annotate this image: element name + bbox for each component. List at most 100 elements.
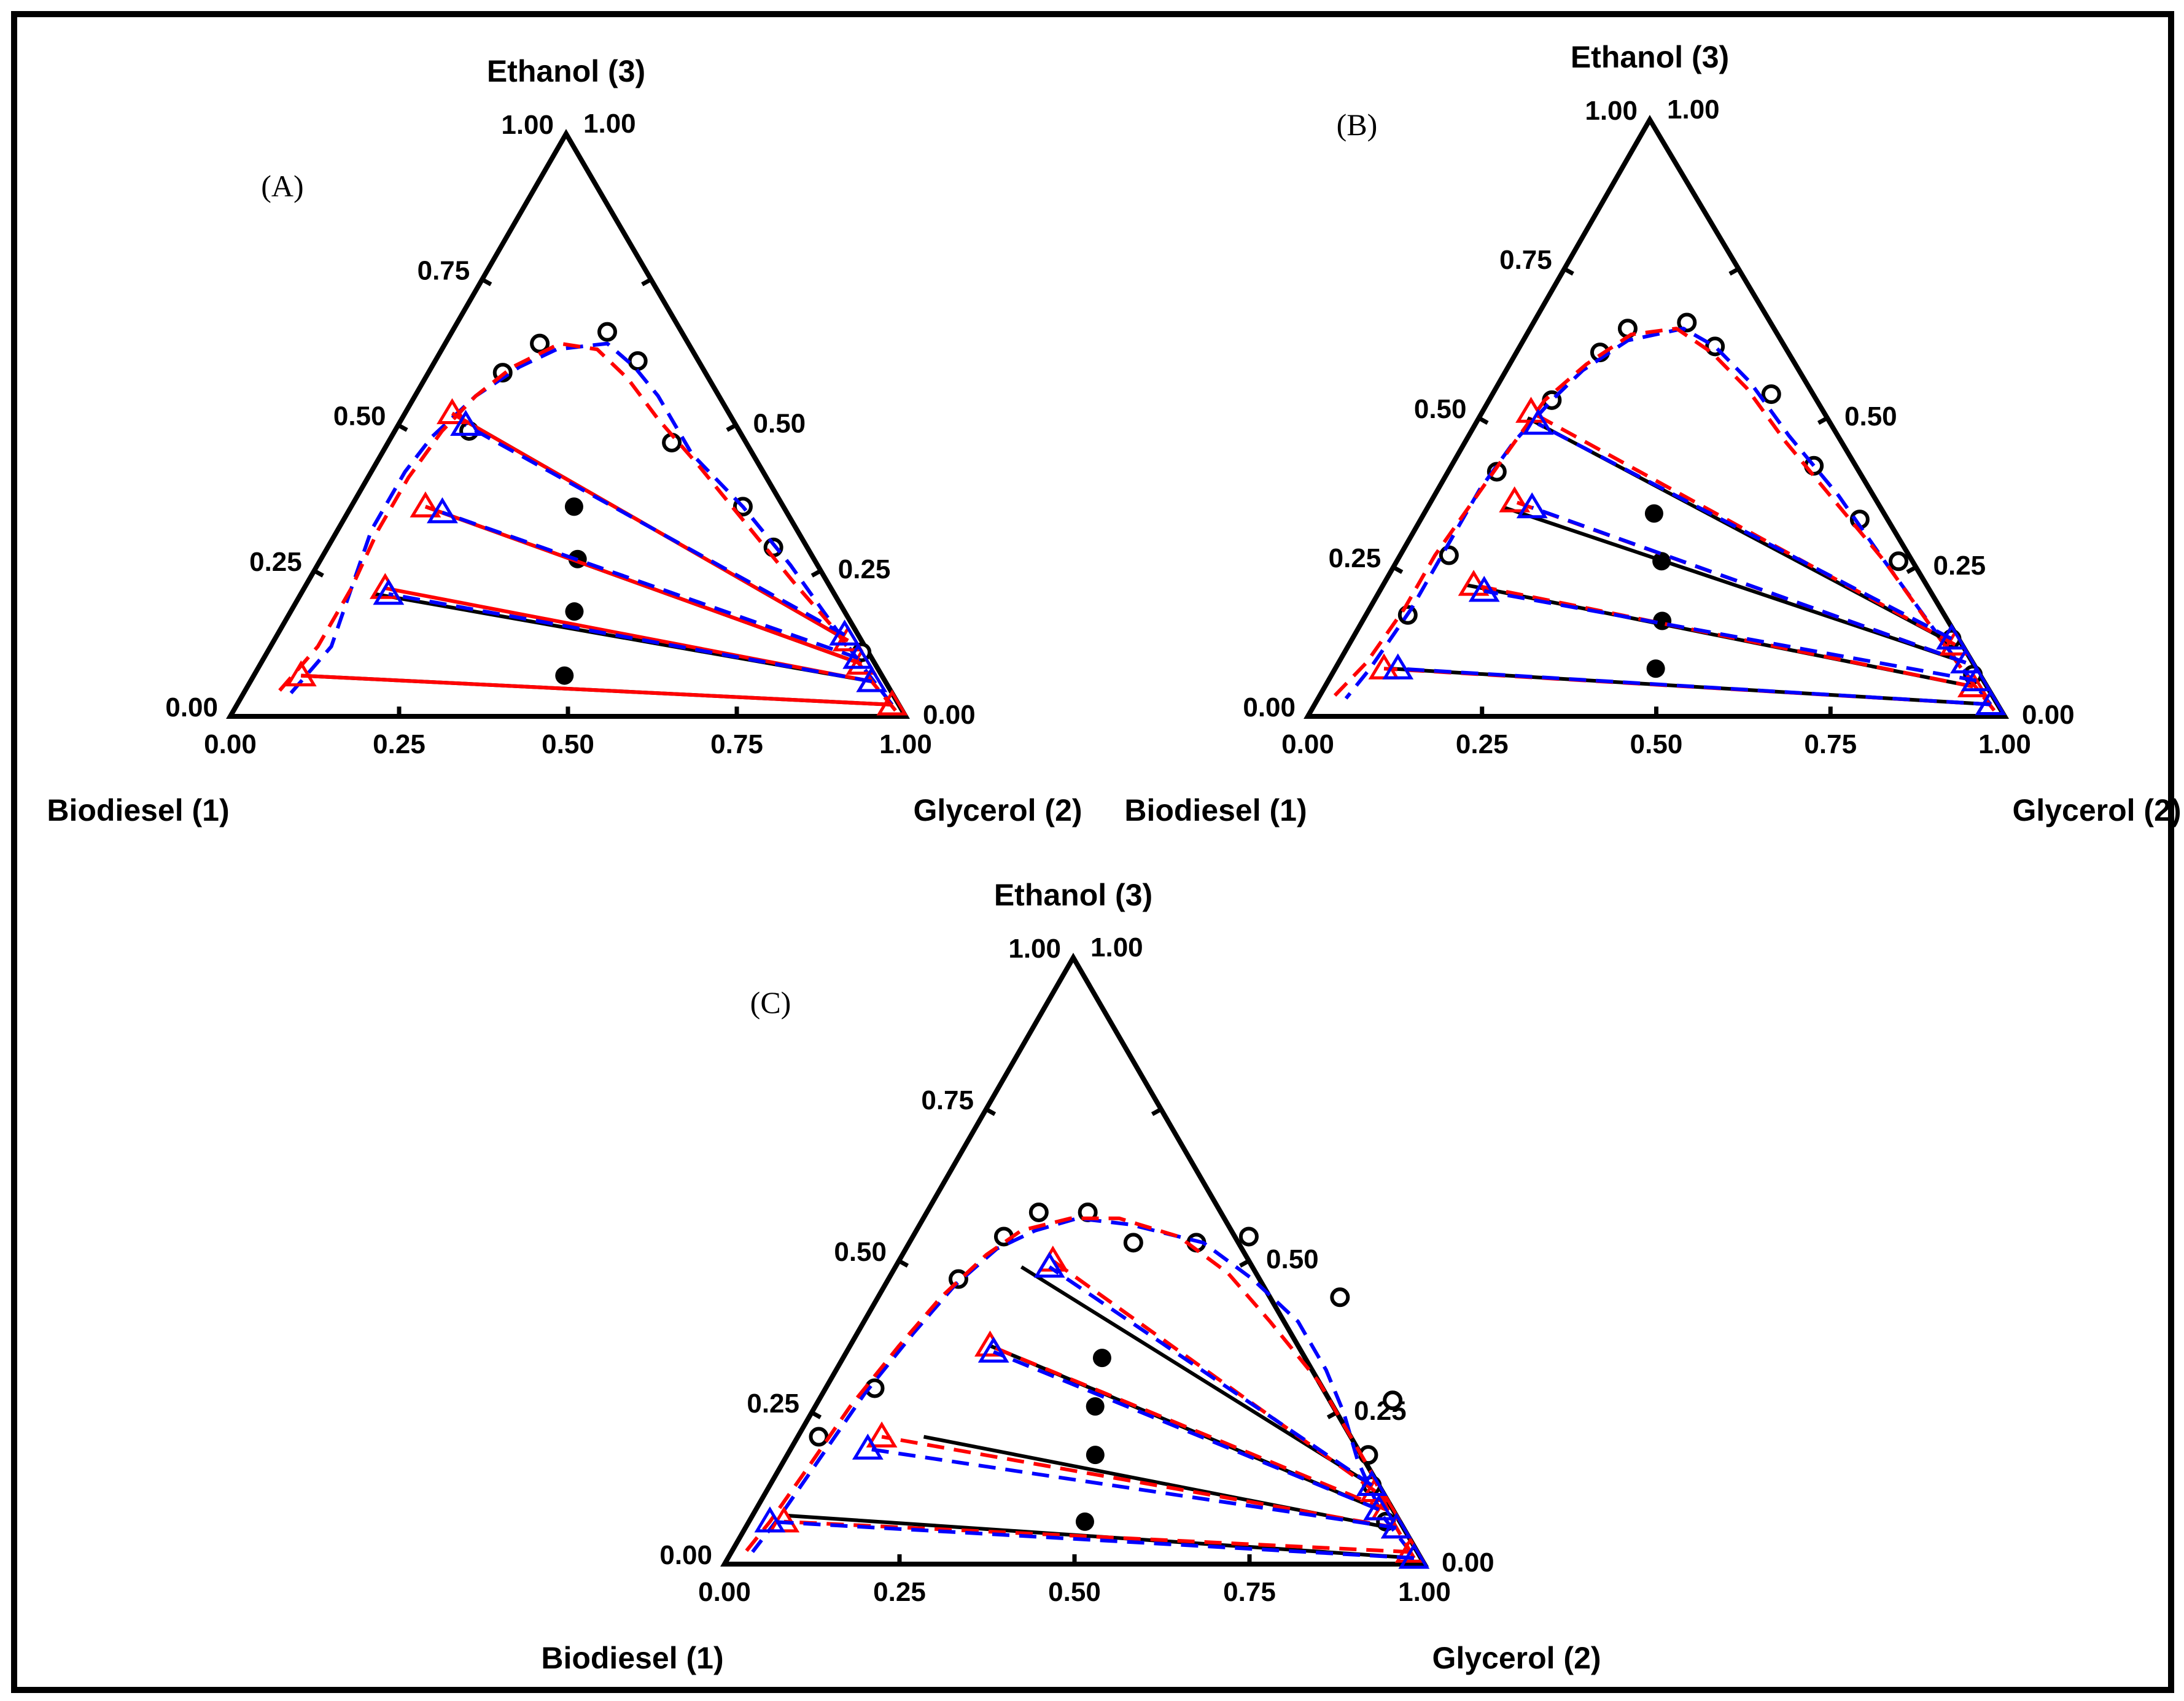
tie-line bbox=[384, 586, 872, 684]
axis-title-top: Ethanol (3) bbox=[994, 878, 1152, 912]
triangle-marker bbox=[977, 1336, 1009, 1363]
right-tick-label: 0.00 bbox=[1442, 1548, 1494, 1578]
tie-line bbox=[465, 423, 846, 637]
tie-line bbox=[1531, 505, 1967, 665]
panel-label: (A) bbox=[261, 169, 303, 203]
bottom-tick-label: 0.00 bbox=[204, 729, 257, 759]
triangle-marker bbox=[876, 689, 908, 716]
left-tick-label: 1.00 bbox=[501, 110, 554, 140]
triangle-marker bbox=[1380, 1512, 1412, 1539]
open-circle-point bbox=[1761, 384, 1781, 405]
open-circle-point bbox=[1238, 1226, 1259, 1247]
bottom-tick-label: 0.00 bbox=[698, 1577, 751, 1607]
triangle-marker bbox=[842, 643, 874, 669]
bottom-tick-label: 0.25 bbox=[1456, 729, 1509, 759]
binodal-curve bbox=[1331, 327, 1996, 712]
bottom-tick-label: 0.00 bbox=[1281, 729, 1334, 759]
right-tick bbox=[810, 568, 822, 578]
binodal-curve bbox=[744, 1216, 1416, 1559]
axis-title-right: Glycerol (2) bbox=[2012, 793, 2181, 827]
bottom-tick-label: 0.50 bbox=[1630, 729, 1683, 759]
right-tick bbox=[1238, 1258, 1250, 1268]
tie-line bbox=[301, 673, 893, 707]
tie-line bbox=[1537, 422, 1953, 641]
triangle-marker bbox=[427, 497, 458, 524]
right-tick bbox=[641, 277, 652, 287]
bottom-tick-label: 0.75 bbox=[710, 729, 763, 759]
bottom-tick-label: 0.50 bbox=[1048, 1577, 1101, 1607]
open-circle-point bbox=[1677, 312, 1697, 333]
axis-title-left: Biodiesel (1) bbox=[1124, 793, 1307, 827]
bottom-tick-label: 0.25 bbox=[373, 729, 426, 759]
tie-line bbox=[1526, 416, 1956, 647]
left-tick-label: 0.75 bbox=[921, 1085, 974, 1115]
filled-circle-point bbox=[555, 666, 574, 685]
left-tick-label: 1.00 bbox=[1585, 96, 1638, 126]
binodal-curve bbox=[276, 341, 897, 712]
bottom-tick-label: 1.00 bbox=[1978, 729, 2031, 759]
filled-circle-point bbox=[1092, 1349, 1111, 1368]
left-tick bbox=[481, 277, 492, 287]
right-tick-label: 0.50 bbox=[753, 409, 806, 439]
tie-line bbox=[881, 1435, 1397, 1530]
left-tick-label: 0.25 bbox=[747, 1389, 799, 1419]
filled-circle-point bbox=[1646, 659, 1665, 678]
binodal-curve bbox=[751, 1216, 1412, 1554]
tie-line bbox=[388, 592, 872, 684]
ternary-panel-b: 0.00 0.25 0.50 0.75 1.00 1.00 0.75 0.50 0.25 0.00… bbox=[1124, 40, 2181, 827]
open-circle-point bbox=[1330, 1287, 1350, 1308]
tie-line bbox=[867, 1447, 1397, 1530]
bottom-tick-label: 0.25 bbox=[873, 1577, 926, 1607]
triangle-marker bbox=[285, 660, 317, 687]
left-tick-label: 0.50 bbox=[333, 401, 386, 432]
tie-line bbox=[441, 511, 859, 660]
triangle-marker bbox=[852, 1433, 884, 1460]
right-tick bbox=[1817, 416, 1828, 425]
left-tick bbox=[898, 1258, 909, 1268]
left-tick bbox=[313, 568, 324, 578]
open-circle-point bbox=[597, 322, 618, 342]
triangle-marker bbox=[754, 1506, 786, 1533]
open-circle-point bbox=[1383, 1390, 1403, 1411]
left-tick bbox=[810, 1410, 822, 1420]
tie-line bbox=[1397, 667, 1991, 707]
bottom-tick-label: 1.00 bbox=[1398, 1577, 1451, 1607]
right-tick-label: 1.00 bbox=[1667, 95, 1720, 125]
right-tick-label: 1.00 bbox=[1090, 932, 1143, 963]
right-tick-label: 0.25 bbox=[838, 554, 891, 584]
right-tick bbox=[1906, 565, 1918, 575]
open-circle-point bbox=[1123, 1233, 1143, 1253]
ternary-frame bbox=[720, 952, 1429, 1567]
triangle-marker bbox=[373, 578, 405, 605]
triangle-marker bbox=[856, 666, 888, 692]
axis-title-top: Ethanol (3) bbox=[1571, 40, 1729, 74]
filled-circle-point bbox=[1086, 1397, 1105, 1416]
triangle-marker bbox=[1950, 647, 1982, 674]
left-tick-label: 0.50 bbox=[1414, 394, 1467, 424]
triangle-marker bbox=[1398, 1543, 1430, 1569]
right-tick-label: 1.00 bbox=[583, 109, 636, 139]
axis-title-left: Biodiesel (1) bbox=[47, 793, 229, 827]
triangle-marker bbox=[437, 398, 468, 425]
triangle-marker bbox=[866, 1421, 898, 1448]
triangle-marker bbox=[1975, 689, 2007, 716]
tie-line bbox=[783, 1519, 1411, 1554]
tie-line bbox=[1048, 1265, 1373, 1487]
axis-title-right: Glycerol (2) bbox=[913, 793, 1082, 827]
left-tick-label: 0.75 bbox=[418, 255, 470, 285]
bottom-tick-label: 0.75 bbox=[1804, 729, 1857, 759]
triangle-marker bbox=[1516, 492, 1548, 519]
right-tick-label: 0.50 bbox=[1266, 1244, 1319, 1274]
tie-line bbox=[993, 1350, 1380, 1511]
right-tick bbox=[1151, 1107, 1162, 1117]
filled-circle-point bbox=[1075, 1512, 1094, 1531]
left-tick-label: 0.00 bbox=[1243, 692, 1296, 723]
bottom-tick-label: 1.00 bbox=[879, 729, 932, 759]
left-tick bbox=[1563, 266, 1574, 276]
right-tick-label: 0.00 bbox=[923, 700, 976, 730]
right-tick bbox=[1728, 266, 1740, 276]
triangle-marker bbox=[410, 491, 441, 517]
ternary-panel-a: 0.00 0.25 0.50 0.75 1.00 1.00 0.75 0.50 0.25 0.00… bbox=[47, 54, 1082, 827]
right-tick-label: 0.25 bbox=[1933, 551, 1986, 581]
left-tick bbox=[1392, 565, 1404, 575]
